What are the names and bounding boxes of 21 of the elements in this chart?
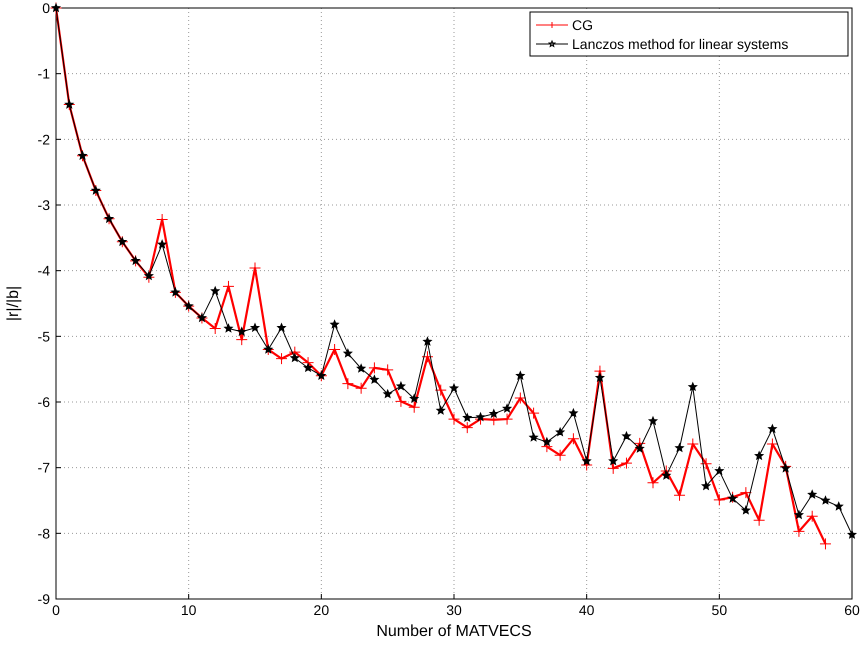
x-tick-label: 50 [712, 602, 728, 618]
x-axis-title: Number of MATVECS [376, 623, 532, 640]
x-tick-label: 0 [52, 602, 60, 618]
x-tick-label: 40 [578, 602, 595, 618]
y-tick-label: -2 [38, 131, 50, 148]
x-tick-label: 20 [314, 602, 330, 618]
legend-label: Lanczos method for linear systems [572, 36, 788, 52]
y-tick-label: -1 [38, 66, 50, 82]
y-tick-label: -4 [38, 262, 50, 279]
y-tick-label: -5 [38, 328, 50, 344]
y-tick-label: -9 [38, 591, 50, 607]
y-axis-title: |r|/|b| [5, 286, 22, 322]
y-tick-label: -3 [38, 197, 50, 213]
x-tick-label: 60 [844, 602, 860, 618]
x-tick-label: 10 [180, 602, 197, 618]
legend-label: CG [572, 17, 593, 33]
y-tick-label: -7 [38, 460, 50, 476]
y-tick-label: -8 [38, 525, 50, 542]
y-tick-label: -6 [38, 394, 50, 410]
x-tick-label: 30 [446, 602, 462, 618]
y-tick-label: 0 [42, 0, 50, 16]
